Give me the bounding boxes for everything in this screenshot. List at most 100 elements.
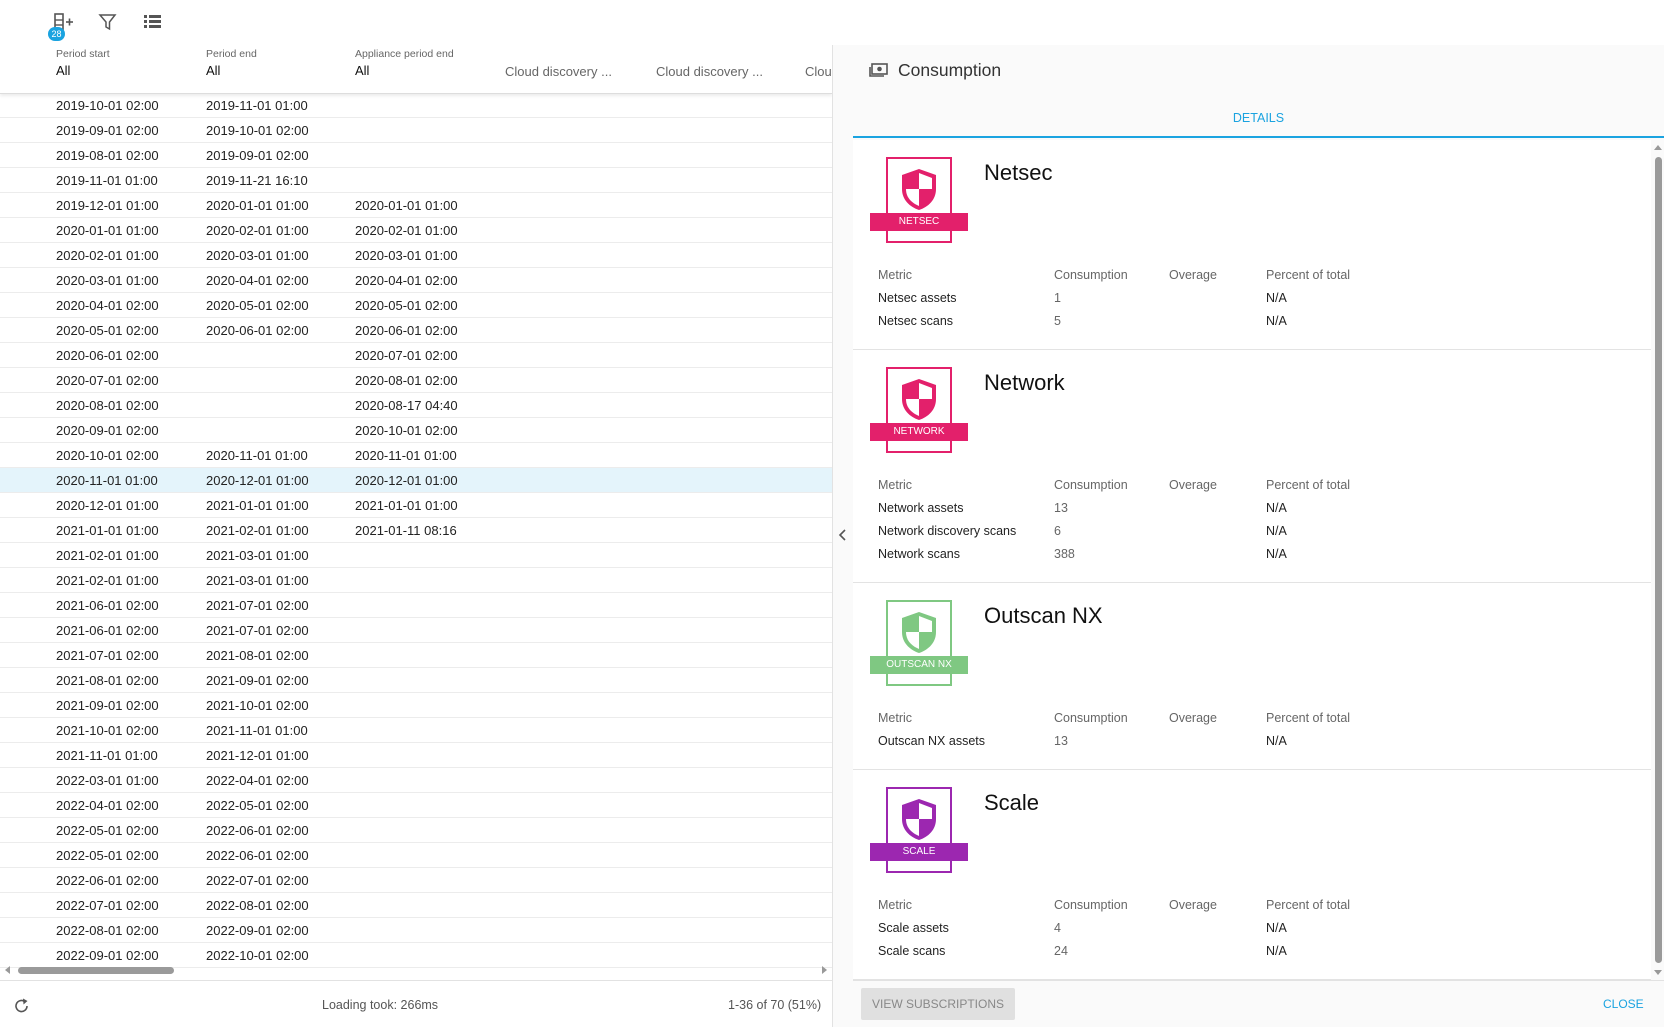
table-cell: 2020-05-01 02:00 <box>56 323 159 338</box>
table-row[interactable]: 2020-03-01 01:00 2020-04-01 02:00 2020-04-… <box>0 268 832 293</box>
table-cell: 2019-11-01 01:00 <box>56 173 158 188</box>
loading-status: Loading took: 266ms <box>322 998 439 1012</box>
table-row[interactable]: 2021-02-01 01:00 2021-03-01 01:00 <box>0 543 832 568</box>
table-row[interactable]: 2020-11-01 01:00 2020-12-01 01:00 2020-12-… <box>0 468 832 493</box>
table-cell: 2021-12-01 01:00 <box>206 748 309 763</box>
table-row[interactable]: 2021-01-01 01:00 2021-02-01 01:00 2021-01-… <box>0 518 832 543</box>
table-row[interactable]: 2021-10-01 02:00 2021-11-01 01:00 <box>0 718 832 743</box>
table-cell: 2020-12-01 01:00 <box>56 498 159 513</box>
table-cell: 2019-11-21 16:10 <box>206 173 308 188</box>
metric-cell: N/A <box>1266 291 1287 305</box>
table-row[interactable]: 2022-03-01 01:00 2022-04-01 02:00 <box>0 768 832 793</box>
metric-header: Consumption <box>1054 898 1128 912</box>
table-cell: 2021-01-11 08:16 <box>355 523 457 538</box>
table-cell: 2021-07-01 02:00 <box>206 598 309 613</box>
table-cell: 2021-07-01 02:00 <box>206 623 309 638</box>
table-row[interactable]: 2020-01-01 01:00 2020-02-01 01:00 2020-02-… <box>0 218 832 243</box>
table-cell: 2020-06-01 02:00 <box>206 323 309 338</box>
badge: 28 <box>48 27 65 41</box>
table-row[interactable]: 2019-11-01 01:00 2019-11-21 16:10 <box>0 168 832 193</box>
metric-header: Metric <box>878 478 913 492</box>
panel-icon <box>869 63 888 77</box>
list-button[interactable] <box>143 13 163 31</box>
table-cell: 2021-02-01 01:00 <box>56 573 159 588</box>
table-cell: 2021-03-01 01:00 <box>206 573 309 588</box>
table-row[interactable]: 2019-08-01 02:00 2019-09-01 02:00 <box>0 143 832 168</box>
table-row[interactable]: 2020-02-01 01:00 2020-03-01 01:00 2020-03-… <box>0 243 832 268</box>
table-row[interactable]: 2022-04-01 02:00 2022-05-01 02:00 <box>0 793 832 818</box>
table-row[interactable]: 2022-06-01 02:00 2022-07-01 02:00 <box>0 868 832 893</box>
table-cell: 2020-01-01 01:00 <box>206 198 309 213</box>
table-cell: 2020-11-01 01:00 <box>355 448 457 463</box>
table-cell: 2020-11-01 01:00 <box>206 448 308 463</box>
table-row[interactable]: 2020-10-01 02:00 2020-11-01 01:00 2020-11-… <box>0 443 832 468</box>
table-row[interactable]: 2022-08-01 02:00 2022-09-01 02:00 <box>0 918 832 943</box>
table-cell: 2020-03-01 01:00 <box>56 273 159 288</box>
table-cell: 2019-10-01 02:00 <box>56 98 159 113</box>
metric-header: Metric <box>878 268 913 282</box>
column-filter: All <box>355 63 370 78</box>
table-row[interactable]: 2021-08-01 02:00 2021-09-01 02:00 <box>0 668 832 693</box>
table-header: Period start All Period end All Appliance pe… <box>0 45 832 94</box>
table-row[interactable]: 2022-09-01 02:00 2022-10-01 02:00 <box>0 943 832 968</box>
table-row[interactable]: 2022-05-01 02:00 2022-06-01 02:00 <box>0 843 832 868</box>
table-row[interactable]: 2021-06-01 02:00 2021-07-01 02:00 <box>0 593 832 618</box>
table-row[interactable]: 2020-08-01 02:00 2020-08-17 04:40 <box>0 393 832 418</box>
table-cell: 2021-07-01 02:00 <box>56 648 159 663</box>
table-row[interactable]: 2020-12-01 01:00 2021-01-01 01:00 2021-01-… <box>0 493 832 518</box>
table-row[interactable]: 2022-05-01 02:00 2022-06-01 02:00 <box>0 818 832 843</box>
metric-header: Consumption <box>1054 268 1128 282</box>
badge-label: NETWORK <box>893 426 945 437</box>
table-cell: 2022-06-01 02:00 <box>206 848 309 863</box>
table-row[interactable]: 2019-10-01 02:00 2019-11-01 01:00 <box>0 93 832 118</box>
table-footer: Loading took: 266ms 1-36 of 70 (51%) <box>0 980 832 1027</box>
horizontal-scrollbar[interactable] <box>0 963 832 977</box>
table-cell: 2020-10-01 02:00 <box>355 423 458 438</box>
column-label: Cloud discovery ... <box>656 64 763 79</box>
table-cell: 2021-02-01 01:00 <box>206 523 309 538</box>
table-row[interactable]: 2021-02-01 01:00 2021-03-01 01:00 <box>0 568 832 593</box>
refresh-button[interactable] <box>13 997 31 1015</box>
table-cell: 2020-10-01 02:00 <box>56 448 159 463</box>
table-cell: 2021-08-01 02:00 <box>56 673 159 688</box>
table-cell: 2020-05-01 02:00 <box>355 298 458 313</box>
table-cell: 2022-09-01 02:00 <box>206 923 309 938</box>
table-cell: 2021-09-01 02:00 <box>56 698 159 713</box>
splitter[interactable] <box>832 45 853 1027</box>
table-row[interactable]: 2022-07-01 02:00 2022-08-01 02:00 <box>0 893 832 918</box>
table-row[interactable]: 2020-06-01 02:00 2020-07-01 02:00 <box>0 343 832 368</box>
table-cell: 2020-04-01 02:00 <box>56 298 159 313</box>
table-row[interactable]: 2020-04-01 02:00 2020-05-01 02:00 2020-05-… <box>0 293 832 318</box>
metric-cell: 13 <box>1054 501 1068 515</box>
table-row[interactable]: 2019-09-01 02:00 2019-10-01 02:00 <box>0 118 832 143</box>
table-row[interactable]: 2021-06-01 02:00 2021-07-01 02:00 <box>0 618 832 643</box>
metric-cell: N/A <box>1266 734 1287 748</box>
table-body: 2019-10-01 02:00 2019-11-01 01:00 2019-09-… <box>0 93 832 968</box>
panel-footer: VIEW SUBSCRIPTIONS CLOSE <box>853 980 1664 1027</box>
close-button[interactable]: CLOSE <box>1603 997 1644 1011</box>
metric-header: Metric <box>878 898 913 912</box>
view-subscriptions-button[interactable]: VIEW SUBSCRIPTIONS <box>861 988 1015 1020</box>
table-row[interactable]: 2020-09-01 02:00 2020-10-01 02:00 <box>0 418 832 443</box>
table-cell: 2020-06-01 02:00 <box>56 348 159 363</box>
vertical-scrollbar[interactable] <box>1652 140 1664 980</box>
table-cell: 2022-07-01 02:00 <box>206 873 309 888</box>
metric-cell: Scale scans <box>878 944 946 958</box>
details-tab[interactable]: DETAILS <box>853 107 1664 138</box>
consumption-panel: Consumption DETAILS NETSEC Netsec Metric Co… <box>853 45 1664 1027</box>
table-cell: 2020-04-01 02:00 <box>355 273 458 288</box>
metric-cell: Outscan NX assets <box>878 734 985 748</box>
product-name: Netsec <box>984 160 1053 185</box>
table-cell: 2022-04-01 02:00 <box>56 798 159 813</box>
table-row[interactable]: 2021-09-01 02:00 2021-10-01 02:00 <box>0 693 832 718</box>
table-row[interactable]: 2021-11-01 01:00 2021-12-01 01:00 <box>0 743 832 768</box>
table-row[interactable]: 2020-07-01 02:00 2020-08-01 02:00 <box>0 368 832 393</box>
metric-header: Percent of total <box>1266 711 1351 725</box>
table-row[interactable]: 2021-07-01 02:00 2021-08-01 02:00 <box>0 643 832 668</box>
metric-header: Consumption <box>1054 478 1128 492</box>
filter-button[interactable] <box>98 12 118 32</box>
table-row[interactable]: 2019-12-01 01:00 2020-01-01 01:00 2020-01-… <box>0 193 832 218</box>
table-row[interactable]: 2020-05-01 02:00 2020-06-01 02:00 2020-06-… <box>0 318 832 343</box>
metric-cell: 1 <box>1054 291 1061 305</box>
